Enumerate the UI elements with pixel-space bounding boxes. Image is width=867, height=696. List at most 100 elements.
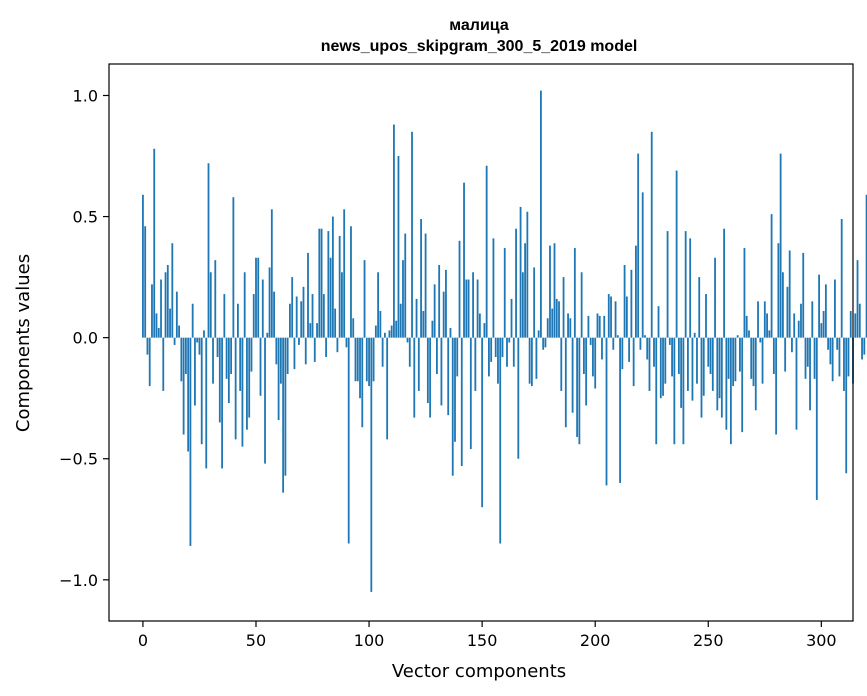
bar [521,272,524,338]
bar [246,337,248,430]
bar [739,337,741,372]
bar [587,315,590,338]
bar [653,337,655,367]
bar [834,279,836,338]
bar [601,337,603,360]
bar [144,226,147,338]
bar [379,311,382,338]
bar [836,337,839,350]
bar [641,192,644,338]
bar [560,337,563,391]
bar [748,330,750,338]
bar [413,337,416,418]
bar [454,337,456,442]
bar [766,313,768,338]
bar [178,325,181,338]
x-tick-label: 150 [467,631,498,650]
bar [361,337,364,428]
bar [298,337,300,345]
bar [625,296,628,338]
bar [623,265,626,338]
x-axis-ticks: 0 50 100 150 200 250 300 [138,621,837,650]
bar [646,337,649,360]
bar [426,337,429,404]
bar [729,337,732,445]
bar [533,267,536,338]
bar [273,291,275,338]
bar [682,337,685,445]
bar [754,337,757,411]
bar [325,337,327,358]
bar [225,337,228,379]
bar [578,337,581,445]
bar [752,337,755,387]
bar [266,332,269,338]
bar [784,337,787,372]
bar [856,260,859,338]
bar [716,337,719,411]
bar [725,337,728,430]
bar [700,337,703,418]
bar [230,337,233,374]
bar [478,313,481,338]
bar [743,248,746,338]
bar [472,272,474,338]
bar [331,216,334,338]
bar [341,272,343,338]
x-tick-label: 0 [138,631,148,650]
bar [329,257,332,338]
x-tick-label: 100 [354,631,385,650]
bar [668,337,671,345]
bar [813,337,816,379]
bar [677,337,680,374]
bar [223,294,226,338]
bar [483,323,486,338]
bar [336,337,339,353]
bar [781,272,784,338]
bar [189,337,192,546]
bar [822,311,825,338]
bar [802,252,805,338]
bar [438,265,441,338]
bar [501,337,504,358]
bar [295,296,298,338]
bar [519,206,522,338]
bar [707,337,710,367]
bar [203,330,205,338]
bar [148,337,151,387]
bar [569,318,572,338]
bar [854,313,857,338]
bar [241,337,244,447]
bar [761,337,764,384]
bar [806,337,809,367]
bar [546,318,549,338]
bar [555,298,558,338]
bar [777,243,780,338]
bar [151,284,153,338]
bar [745,315,748,338]
bar [187,337,190,452]
bar [576,337,579,437]
bar [732,337,735,387]
bar [209,272,212,338]
bar [809,337,811,411]
y-axis-ticks: −1.0 −0.5 0.0 0.5 1.0 [59,86,109,590]
y-tick-label: −0.5 [59,450,98,469]
bar [664,337,667,384]
bar [508,337,511,343]
bar [248,337,251,418]
bar [205,337,208,469]
bar [411,131,413,338]
bar [481,337,484,508]
bar [277,337,280,420]
bar [216,337,219,358]
bar [232,197,235,338]
bar [160,279,162,338]
bar [142,194,144,338]
bar [863,337,866,355]
bar [585,337,588,406]
bar [239,337,242,391]
bar [619,337,621,483]
bar [779,153,782,338]
bar [436,337,438,374]
